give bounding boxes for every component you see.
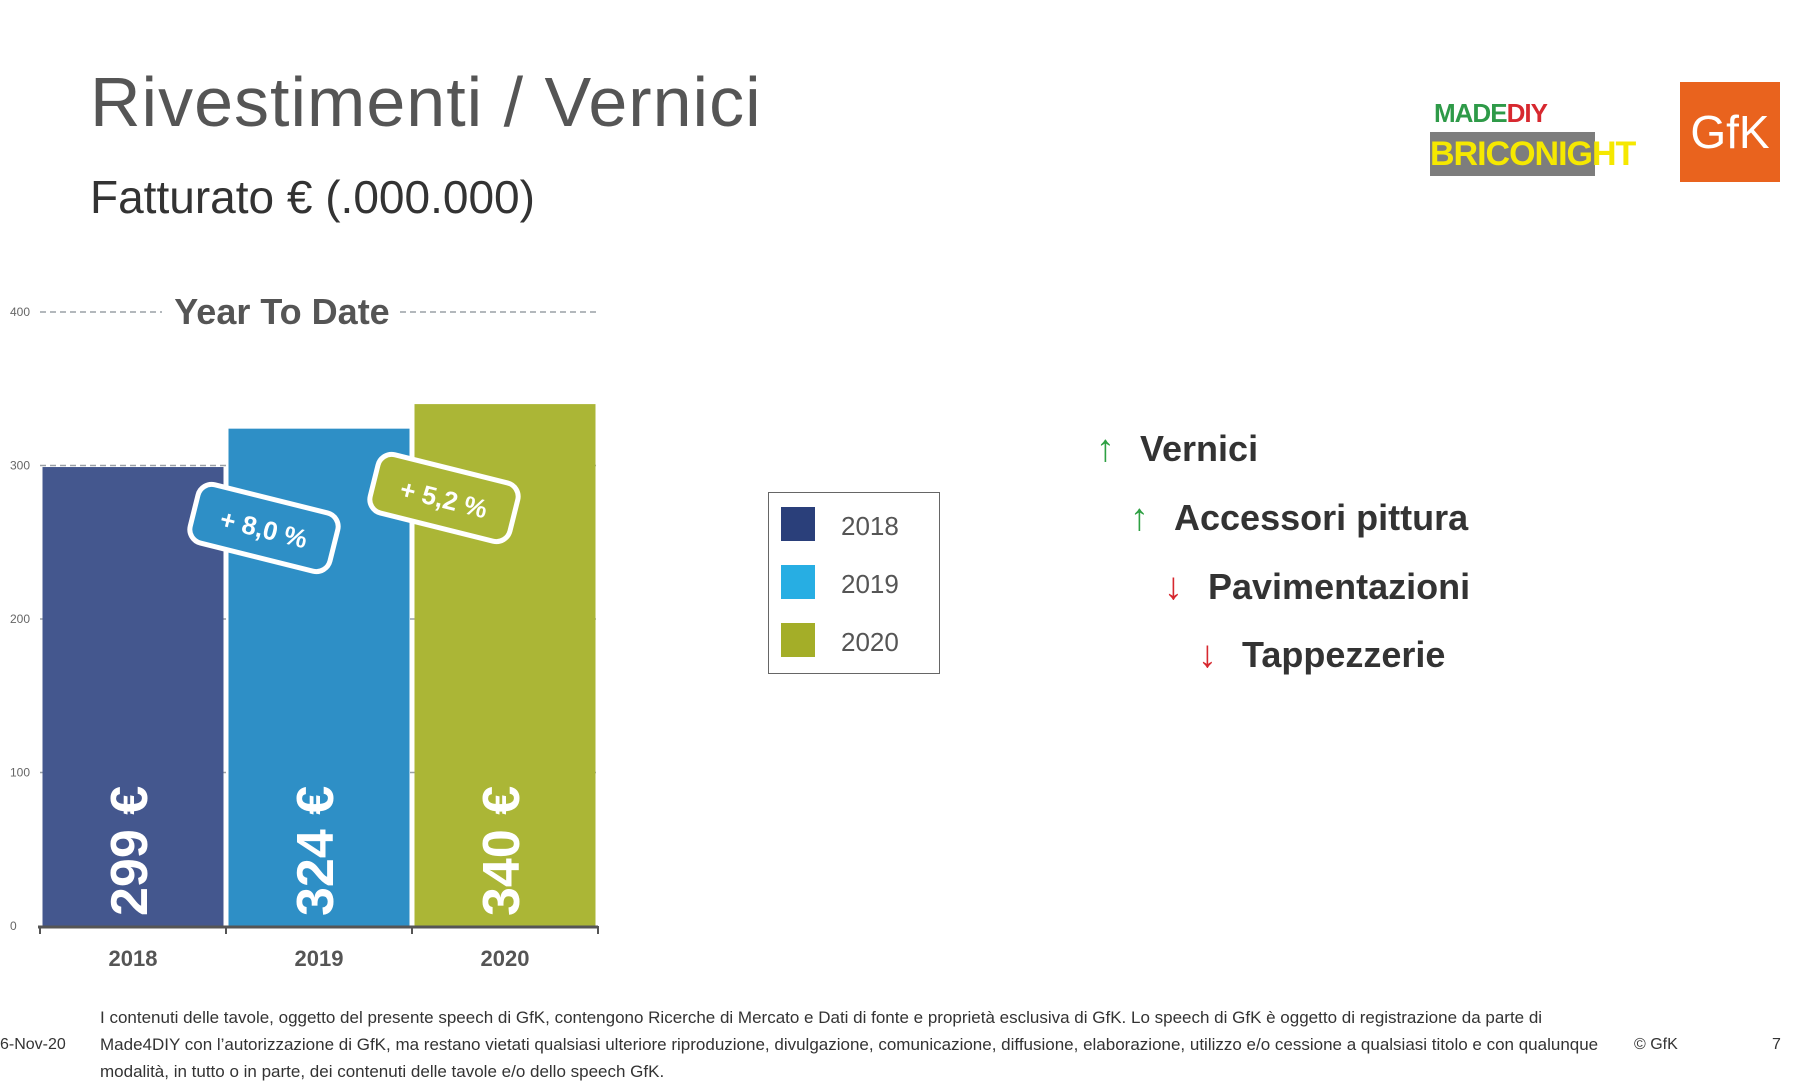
gfk-logo: GfK: [1680, 82, 1780, 182]
y-tick-label: 0: [10, 919, 17, 933]
legend-label: 2019: [841, 569, 899, 599]
growth-annotation-box: [367, 451, 521, 545]
bar-2018: [42, 467, 224, 926]
trend-label: Vernici: [1140, 428, 1259, 469]
growth-annotation: + 8,0 %: [187, 481, 341, 575]
bar-value-label: 299 €: [101, 786, 159, 916]
footer-disclaimer: I contenuti delle tavole, oggetto del pr…: [100, 1008, 1599, 1081]
chart-title: Year To Date: [174, 291, 389, 332]
made4diy-logo: MADEDIY BRICONIGHT: [1430, 98, 1636, 180]
growth-annotation-box: [187, 481, 341, 575]
y-tick-label: 300: [10, 459, 30, 473]
chart-legend: 2018 2019 2020: [768, 492, 940, 674]
trend-item-vernici: ↑ Vernici: [1096, 428, 1258, 471]
legend-swatch: [781, 565, 815, 599]
footer-date: 6-Nov-20: [0, 1036, 66, 1053]
legend-label: 2020: [841, 627, 899, 657]
trend-item-tappezzerie: ↓ Tappezzerie: [1198, 634, 1445, 677]
trend-label: Tappezzerie: [1242, 634, 1446, 675]
bar-chart: 0 100 200 300 400 Year To Date 299 € 2018 324 € 2…: [10, 291, 599, 971]
trend-arrow-icon: ↓: [1164, 566, 1183, 608]
made4diy-logo-top: MADEDIY: [1434, 98, 1548, 128]
y-tick-label: 400: [10, 305, 30, 319]
trend-item-pavimentazioni: ↓ Pavimentazioni: [1164, 566, 1470, 609]
legend-swatch: [781, 507, 815, 541]
legend-swatch: [781, 623, 815, 657]
trend-arrow-icon: ↑: [1096, 428, 1115, 470]
x-tick-label: 2020: [481, 946, 530, 971]
growth-annotation: + 5,2 %: [367, 451, 521, 545]
briconight-logo-text: BRICONIGHT: [1430, 132, 1636, 176]
footer-copyright: © GfK: [1634, 1036, 1678, 1053]
trend-item-accessori-pittura: ↑ Accessori pittura: [1130, 497, 1468, 540]
trend-arrow-icon: ↑: [1130, 497, 1149, 539]
x-tick-label: 2018: [109, 946, 158, 971]
bar-value-label: 340 €: [473, 786, 531, 916]
y-tick-label: 100: [10, 766, 30, 780]
bar-value-label: 324 €: [287, 786, 345, 916]
page-subtitle: Fatturato € (.000.000): [90, 171, 535, 223]
page-number: 7: [1772, 1036, 1781, 1053]
y-tick-label: 200: [10, 612, 30, 626]
trend-arrow-icon: ↓: [1198, 634, 1217, 676]
trend-label: Accessori pittura: [1174, 497, 1469, 538]
page-title: Rivestimenti / Vernici: [90, 63, 762, 141]
trend-label: Pavimentazioni: [1208, 566, 1471, 607]
x-tick-label: 2019: [295, 946, 344, 971]
legend-label: 2018: [841, 511, 899, 541]
